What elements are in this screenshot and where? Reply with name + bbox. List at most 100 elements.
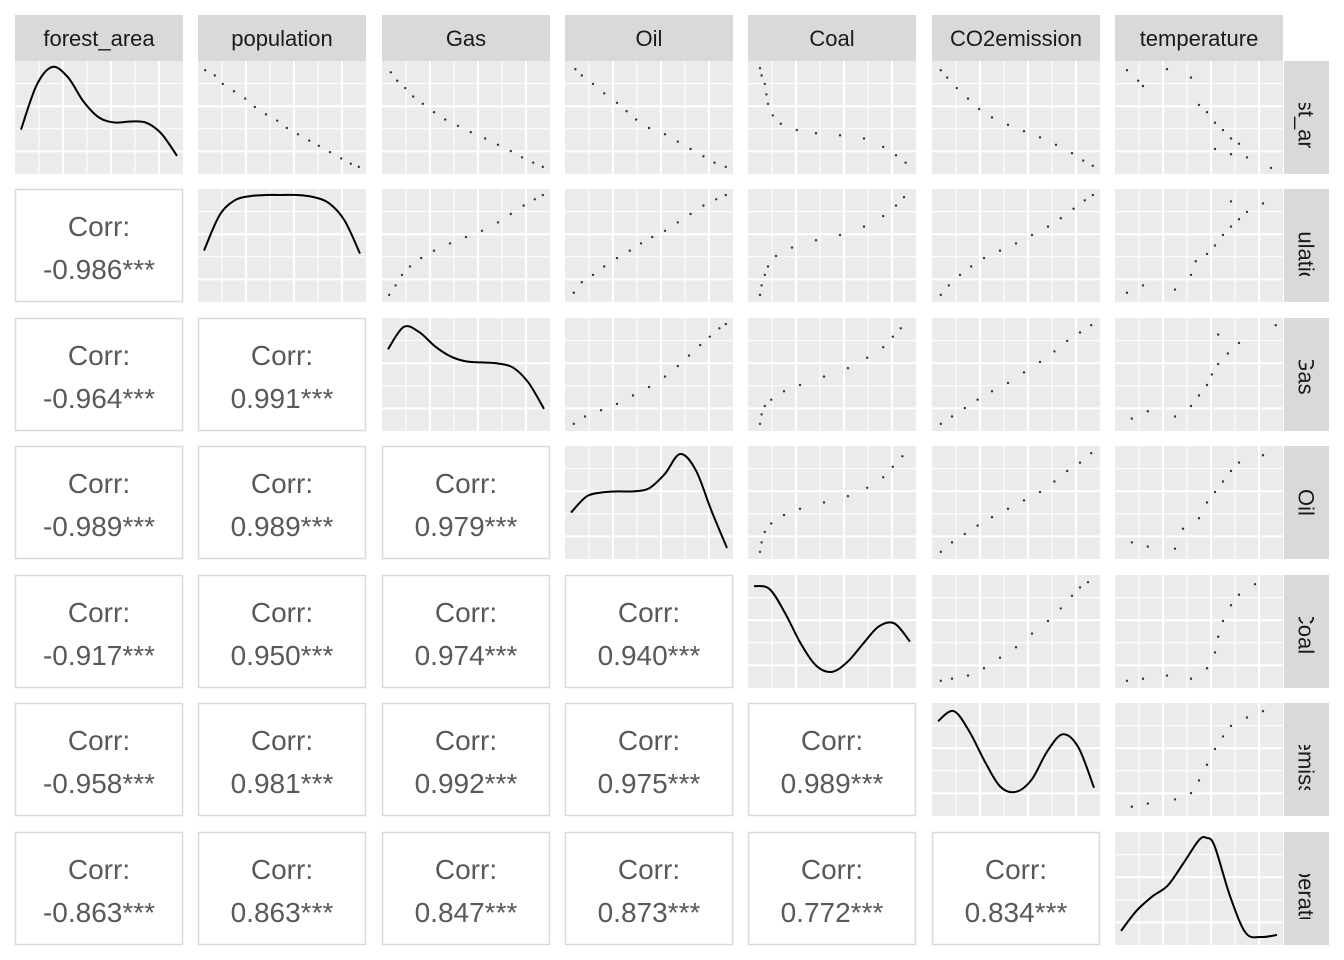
strip-row-label-population: population [1294,195,1319,297]
scatter-point [687,354,691,357]
scatter-point [1130,541,1134,544]
scatter-point [1197,779,1201,782]
scatter-panel-population-temperature [1115,189,1283,302]
strip-right-population [1284,189,1329,302]
scatter-point [1213,244,1217,247]
corr-value-population-forest_area: -0.986*** [43,254,155,285]
scatter-point [1046,225,1050,228]
strip-right-Gas [1284,318,1329,431]
scatter-point [572,422,575,426]
scatter-point [1078,461,1082,464]
scatter-point [1165,68,1169,71]
corr-panel-CO2emission-Gas [381,702,551,817]
strip-label-Coal: Coal [809,26,854,51]
scatter-point [1146,802,1150,805]
scatter-point [340,157,343,160]
scatter-point [533,198,536,201]
scatter-panel-Gas-Coal [748,318,916,431]
scatter-point [456,124,460,128]
corr-value-Oil-population: 0.989*** [231,511,334,542]
scatter-point [213,74,216,77]
corr-panel-temperature-forest_area [14,831,184,946]
scatter-point [1038,136,1042,139]
corr-label: Corr: [618,597,680,628]
scatter-point [496,221,500,224]
scatter-panel-population-Gas [382,189,550,302]
scatter-point [1237,142,1241,145]
scatter-point [814,132,818,135]
scatter-point [1245,716,1249,719]
scatter-point [990,390,994,393]
scatter-panel-forest_area-Gas [382,61,550,174]
scatter-point [1245,156,1249,159]
scatter-point [1046,619,1050,623]
scatter-point [1130,805,1134,808]
scatter-point [1205,111,1209,114]
scatter-point [1229,225,1233,228]
scatter-point [264,113,268,116]
corr-label: Corr: [251,725,313,756]
scatter-point [978,107,981,111]
scatter-point [1197,517,1201,520]
scatter-point [939,293,942,297]
scatter-point [599,409,603,412]
scatter-point [1261,202,1265,205]
scatter-point [317,144,320,148]
scatter-point [1014,242,1018,245]
scatter-point [862,225,866,228]
corr-label: Corr: [801,725,863,756]
scatter-panel-forest_area-CO2emission [932,61,1100,174]
scatter-point [1189,404,1193,408]
scatter-point [204,69,207,72]
scatter-point [782,390,786,393]
density-curve-population [203,193,361,255]
scatter-point [770,522,773,525]
scatter-point [394,284,397,287]
scatter-point [966,674,970,677]
strip-label-temperature: temperature [1140,26,1259,51]
scatter-point [591,82,595,86]
scatter-point [1053,350,1056,353]
scatter-point [894,204,898,207]
scatter-point [946,76,949,79]
scatter-point [1274,323,1278,327]
scatter-point [1022,499,1026,502]
scatter-point [1059,217,1063,220]
scatter-panel-forest_area-Oil [565,61,733,174]
strip-top-population [198,15,366,61]
scatter-point [1217,362,1220,366]
scatter-point [432,249,436,252]
strip-top-temperature [1115,15,1283,61]
scatter-point [676,140,679,143]
scatter-point [899,327,902,330]
scatter-point [464,235,468,239]
corr-panel-temperature-CO2emission [931,831,1101,946]
scatter-point [1173,415,1177,418]
scatter-point [882,476,885,479]
scatter-point [676,364,679,368]
scatter-point [1197,394,1201,397]
scatter-point [647,126,651,130]
scatter-point [882,214,885,218]
corr-value-CO2emission-Coal: 0.989*** [781,768,884,799]
scatter-point [798,507,802,510]
corr-value-temperature-forest_area: -0.863*** [43,897,155,928]
strip-row-label-Oil: Oil [1294,489,1319,516]
scatter-point [1213,747,1217,751]
corr-label: Corr: [251,468,313,499]
scatter-panel-CO2emission-temperature [1115,703,1283,816]
scatter-point [689,147,692,151]
scatter-point [763,82,766,86]
scatter-point [520,156,524,159]
corr-label: Corr: [251,854,313,885]
scatter-point [631,394,635,397]
scatter-panel-forest_area-Coal [748,61,916,174]
strip-right-Coal [1284,575,1329,688]
scatter-point [882,346,885,349]
scatter-panel-population-Oil [565,189,733,302]
scatter-panel-forest_area-population [198,61,366,174]
scatter-point [904,161,907,164]
scatter-point [522,204,525,207]
corr-panel-Oil-population [197,445,367,560]
